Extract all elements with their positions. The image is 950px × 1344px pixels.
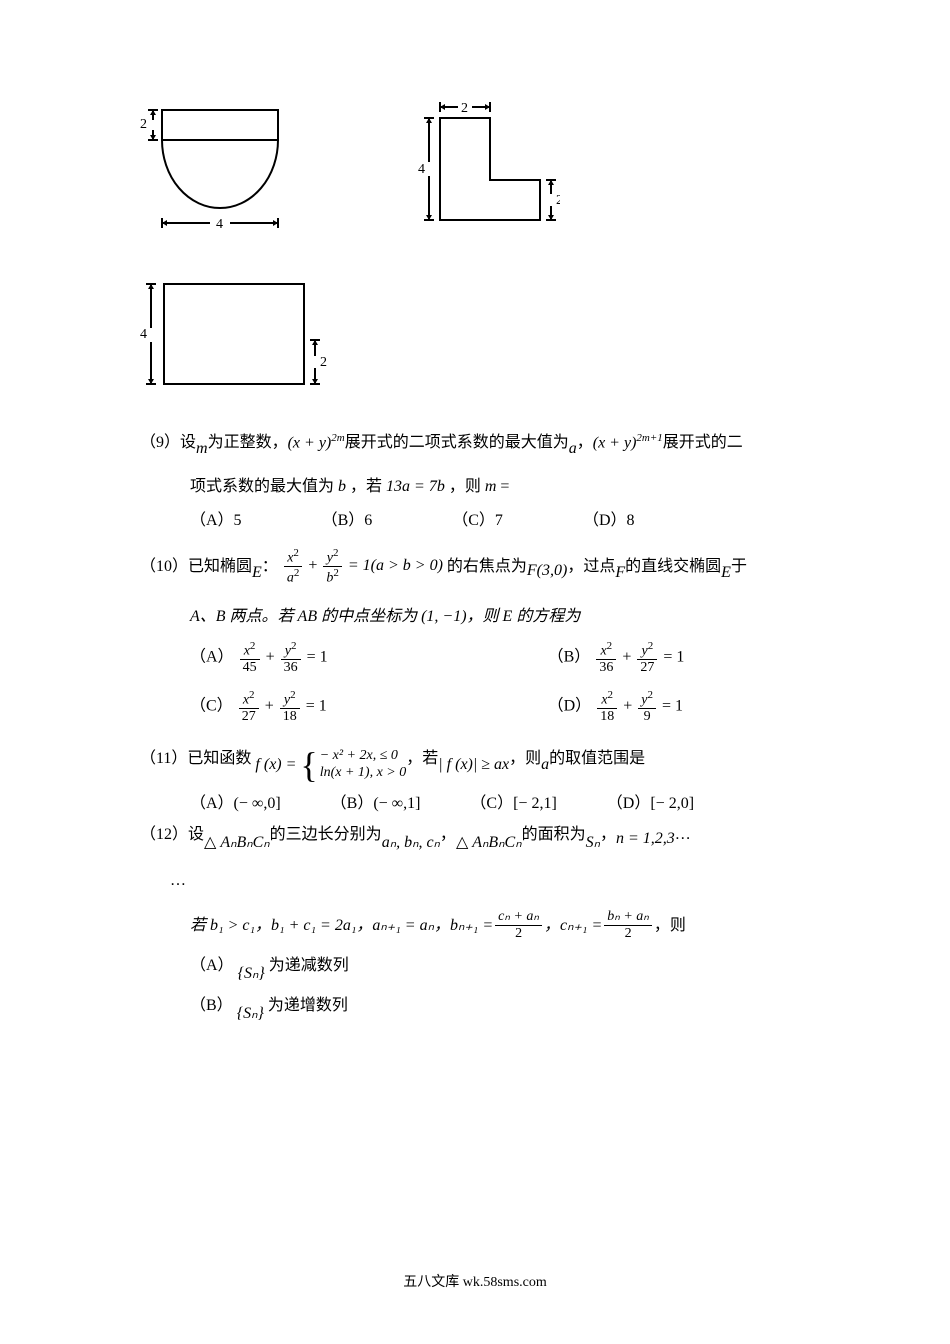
- q11-opt-a: （A）(− ∞,0]: [190, 791, 281, 817]
- q9-line2: 项式系数的最大值为 b ，若 13a = 7b ，则 m =: [190, 474, 810, 500]
- q10-line1: （10）已知椭圆 E ： x2a2 + y2b2 = 1(a > b > 0) …: [140, 547, 810, 586]
- q11-opt-c: （C）[− 2,1]: [470, 791, 556, 817]
- q12-opt-a: （A） {Sₙ} 为递减数列: [190, 953, 810, 979]
- diagram-row-1: 2 4 2: [140, 100, 810, 250]
- q11-piecewise: { − x² + 2x, ≤ 0 ln(x + 1), x > 0: [300, 747, 406, 783]
- diagram-row-2: 4 2: [140, 270, 810, 400]
- q12-dots: …: [170, 868, 810, 894]
- q12-line1: （12）设 △ AₙBₙCₙ 的三边长分别为 aₙ, bₙ, cₙ ， △ Aₙ…: [140, 822, 810, 848]
- q9-opt-d: （D）8: [583, 508, 635, 534]
- diagram-semicircle: 2 4: [140, 100, 300, 250]
- q11-opt-d: （D）[− 2,0]: [607, 791, 694, 817]
- q9-m: m: [196, 436, 208, 462]
- q9-exp2: (x + y)2m+1: [593, 430, 663, 456]
- q10-ellipse-eq: x2a2 + y2b2 = 1(a > b > 0): [282, 547, 443, 586]
- svg-text:4: 4: [140, 327, 147, 342]
- diagram-l-shape: 2 4 2: [380, 100, 560, 250]
- footer: 五八文库 wk.58sms.com: [0, 1272, 950, 1294]
- q9-exp1: (x + y)2m: [288, 430, 345, 456]
- svg-text:2: 2: [320, 355, 327, 370]
- q10-opt-c: （C） x227 + y218 = 1: [190, 689, 328, 724]
- q10-options: （A） x245 + y236 = 1 （C） x227 + y218 = 1 …: [190, 640, 810, 725]
- q9-opt-c: （C）7: [452, 508, 503, 534]
- q10-opt-b: （B） x236 + y227 = 1: [548, 640, 685, 675]
- q12-line2: 若 b₁ > c₁，b₁ + c₁ = 2a₁，aₙ₊₁ = aₙ，bₙ₊₁ =…: [190, 909, 810, 941]
- svg-text:2: 2: [556, 193, 560, 208]
- q9-a: a: [569, 436, 577, 462]
- q9-t1: 为正整数，: [208, 430, 288, 456]
- svg-text:2: 2: [461, 101, 468, 116]
- svg-text:2: 2: [140, 117, 147, 132]
- svg-text:4: 4: [418, 162, 425, 177]
- q9-t3: 展开式的二: [663, 430, 743, 456]
- q9-opt-a: （A）5: [190, 508, 242, 534]
- q10-opt-a: （A） x245 + y236 = 1: [190, 640, 328, 675]
- q11-options: （A）(− ∞,0] （B）(− ∞,1] （C）[− 2,1] （D）[− 2…: [190, 791, 810, 817]
- diagram-rectangle: 4 2: [140, 270, 340, 400]
- q9-t2: 展开式的二项式系数的最大值为: [345, 430, 569, 456]
- q11-line1: （11）已知函数 f (x) = { − x² + 2x, ≤ 0 ln(x +…: [140, 741, 810, 777]
- q9-line1: （9）设 m 为正整数， (x + y)2m 展开式的二项式系数的最大值为 a …: [140, 430, 810, 456]
- q11-opt-b: （B）(− ∞,1]: [331, 791, 421, 817]
- q10-line2: A、B 两点。若 AB 的中点坐标为 (1, −1)，则 E 的方程为: [190, 604, 810, 630]
- q9-comma: ，: [577, 430, 593, 456]
- q12-opt-b: （B） {Sₙ} 为递增数列: [190, 993, 810, 1019]
- q10-opt-d: （D） x218 + y29 = 1: [548, 689, 685, 724]
- q9-options: （A）5 （B）6 （C）7 （D）8: [190, 508, 810, 534]
- q9-opt-b: （B）6: [322, 508, 373, 534]
- svg-text:4: 4: [216, 217, 223, 232]
- q9-prefix: （9）设: [140, 430, 196, 456]
